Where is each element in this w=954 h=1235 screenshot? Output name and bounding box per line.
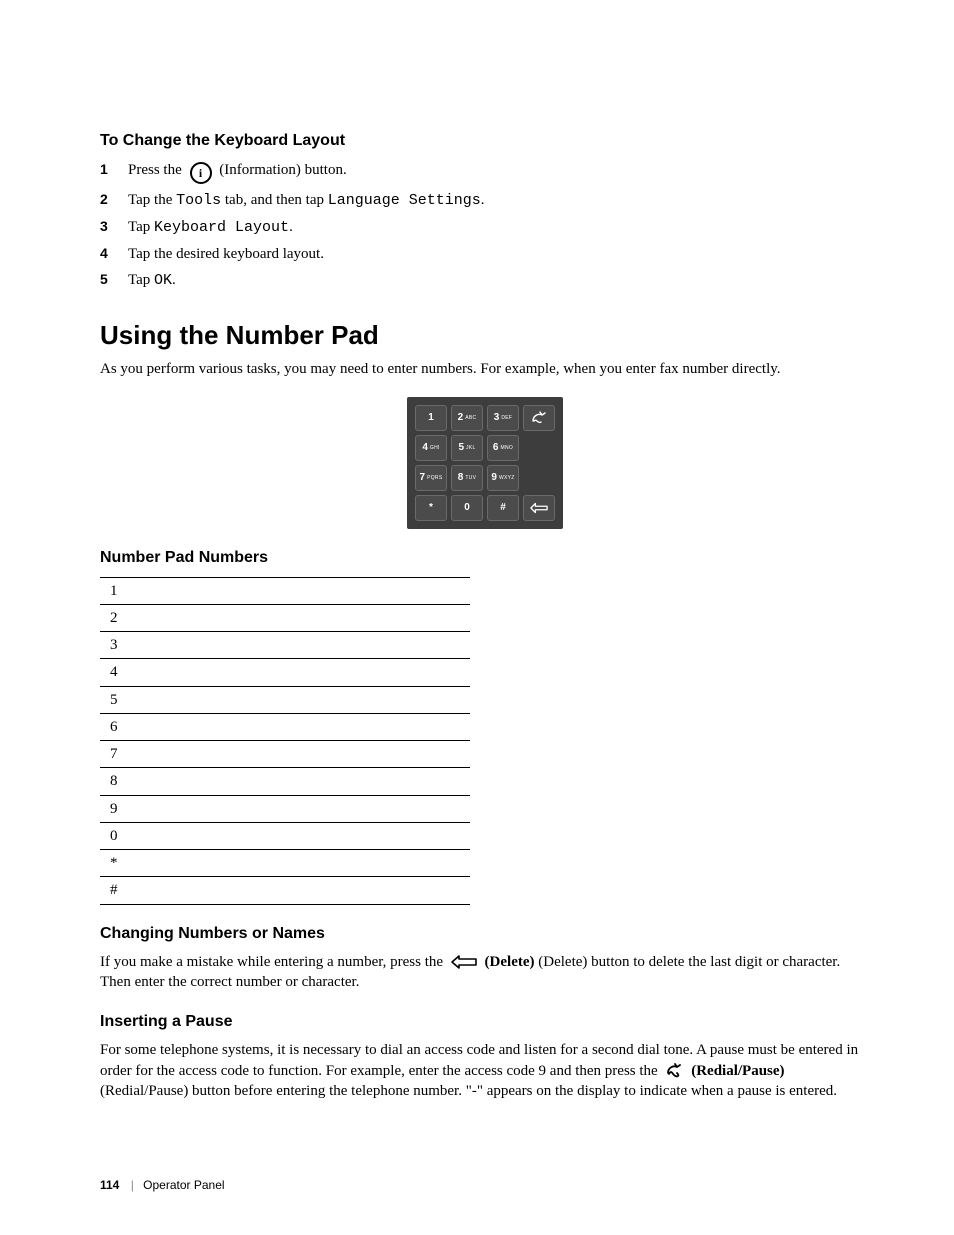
step-2: 2 Tap the Tools tab, and then tap Langua… (100, 190, 870, 211)
key-1[interactable]: 1 (415, 405, 447, 431)
step-number: 1 (100, 160, 128, 179)
step-number: 4 (100, 244, 128, 263)
code-text: Keyboard Layout (154, 219, 289, 236)
footer-section: Operator Panel (143, 1178, 224, 1192)
changing-paragraph: If you make a mistake while entering a n… (100, 952, 870, 993)
keypad: 12ABC3DEF 4GHI5JKL6MNO 7PQRS8TUV9WXYZ *0# (407, 397, 563, 529)
key-5[interactable]: 5JKL (451, 435, 483, 461)
table-cell: 0 (100, 822, 470, 849)
step-body: Tap the desired keyboard layout. (128, 244, 870, 264)
table-row: 7 (100, 741, 470, 768)
back-key[interactable] (523, 495, 555, 521)
code-text: Tools (176, 192, 221, 209)
key-4[interactable]: 4GHI (415, 435, 447, 461)
redial-pause-label: (Redial/Pause) (691, 1063, 784, 1079)
page-footer: 114 | Operator Panel (100, 1177, 225, 1193)
table-row: 5 (100, 686, 470, 713)
table-row: 2 (100, 604, 470, 631)
blank-key (523, 465, 555, 491)
table-row: 0 (100, 822, 470, 849)
step-body: Tap OK. (128, 270, 870, 291)
text: Tap the (128, 192, 176, 208)
code-text: OK (154, 272, 172, 289)
table-cell: 2 (100, 604, 470, 631)
key-3[interactable]: 3DEF (487, 405, 519, 431)
redial-pause-icon (665, 1062, 683, 1078)
footer-separator: | (131, 1178, 134, 1192)
steps-list: 1 Press the i (Information) button. 2 Ta… (100, 160, 870, 292)
table-cell: * (100, 850, 470, 877)
code-text: Language Settings (328, 192, 481, 209)
key-6[interactable]: 6MNO (487, 435, 519, 461)
table-cell: # (100, 877, 470, 904)
table-cell: 4 (100, 659, 470, 686)
table-cell: 9 (100, 795, 470, 822)
pause-paragraph: For some telephone systems, it is necess… (100, 1040, 870, 1101)
text: Press the (128, 162, 186, 178)
table-row: 8 (100, 768, 470, 795)
heading-using-number-pad: Using the Number Pad (100, 318, 870, 353)
delete-label: (Delete) (485, 954, 535, 970)
table-row: 6 (100, 713, 470, 740)
redial-key[interactable] (523, 405, 555, 431)
step-4: 4 Tap the desired keyboard layout. (100, 244, 870, 264)
step-3: 3 Tap Keyboard Layout. (100, 217, 870, 238)
page-number: 114 (100, 1178, 119, 1192)
heading-changing-numbers: Changing Numbers or Names (100, 923, 870, 945)
table-cell: 8 (100, 768, 470, 795)
step-body: Press the i (Information) button. (128, 160, 870, 184)
step-number: 5 (100, 270, 128, 289)
table-row: 3 (100, 632, 470, 659)
table-row: # (100, 877, 470, 904)
number-pad-table: 1234567890*# (100, 577, 470, 905)
text: Tap (128, 219, 154, 235)
heading-numpad-numbers: Number Pad Numbers (100, 547, 870, 569)
page: To Change the Keyboard Layout 1 Press th… (0, 0, 954, 1235)
key-2[interactable]: 2ABC (451, 405, 483, 431)
key-8[interactable]: 8TUV (451, 465, 483, 491)
table-cell: 3 (100, 632, 470, 659)
text: (Redial/Pause) button before entering th… (100, 1083, 837, 1099)
step-number: 3 (100, 217, 128, 236)
key-9[interactable]: 9WXYZ (487, 465, 519, 491)
table-cell: 5 (100, 686, 470, 713)
back-arrow-icon (530, 501, 548, 515)
information-icon: i (190, 162, 212, 184)
text: Tap (128, 272, 154, 288)
text: (Information) button. (219, 162, 346, 178)
step-1: 1 Press the i (Information) button. (100, 160, 870, 184)
text: . (289, 219, 293, 235)
table-row: 4 (100, 659, 470, 686)
table-cell: 7 (100, 741, 470, 768)
delete-icon (451, 955, 477, 969)
text: If you make a mistake while entering a n… (100, 954, 447, 970)
table-row: * (100, 850, 470, 877)
heading-change-keyboard: To Change the Keyboard Layout (100, 130, 870, 152)
text: tab, and then tap (221, 192, 328, 208)
keypad-figure: 12ABC3DEF 4GHI5JKL6MNO 7PQRS8TUV9WXYZ *0# (100, 397, 870, 529)
text: . (481, 192, 485, 208)
step-body: Tap Keyboard Layout. (128, 217, 870, 238)
blank-key (523, 435, 555, 461)
step-number: 2 (100, 190, 128, 209)
key-#[interactable]: # (487, 495, 519, 521)
key-*[interactable]: * (415, 495, 447, 521)
key-7[interactable]: 7PQRS (415, 465, 447, 491)
step-5: 5 Tap OK. (100, 270, 870, 291)
step-body: Tap the Tools tab, and then tap Language… (128, 190, 870, 211)
key-0[interactable]: 0 (451, 495, 483, 521)
intro-paragraph: As you perform various tasks, you may ne… (100, 359, 870, 379)
table-cell: 6 (100, 713, 470, 740)
table-row: 9 (100, 795, 470, 822)
table-cell: 1 (100, 577, 470, 604)
text: . (172, 272, 176, 288)
table-row: 1 (100, 577, 470, 604)
heading-inserting-pause: Inserting a Pause (100, 1011, 870, 1033)
redial-icon (530, 411, 548, 425)
